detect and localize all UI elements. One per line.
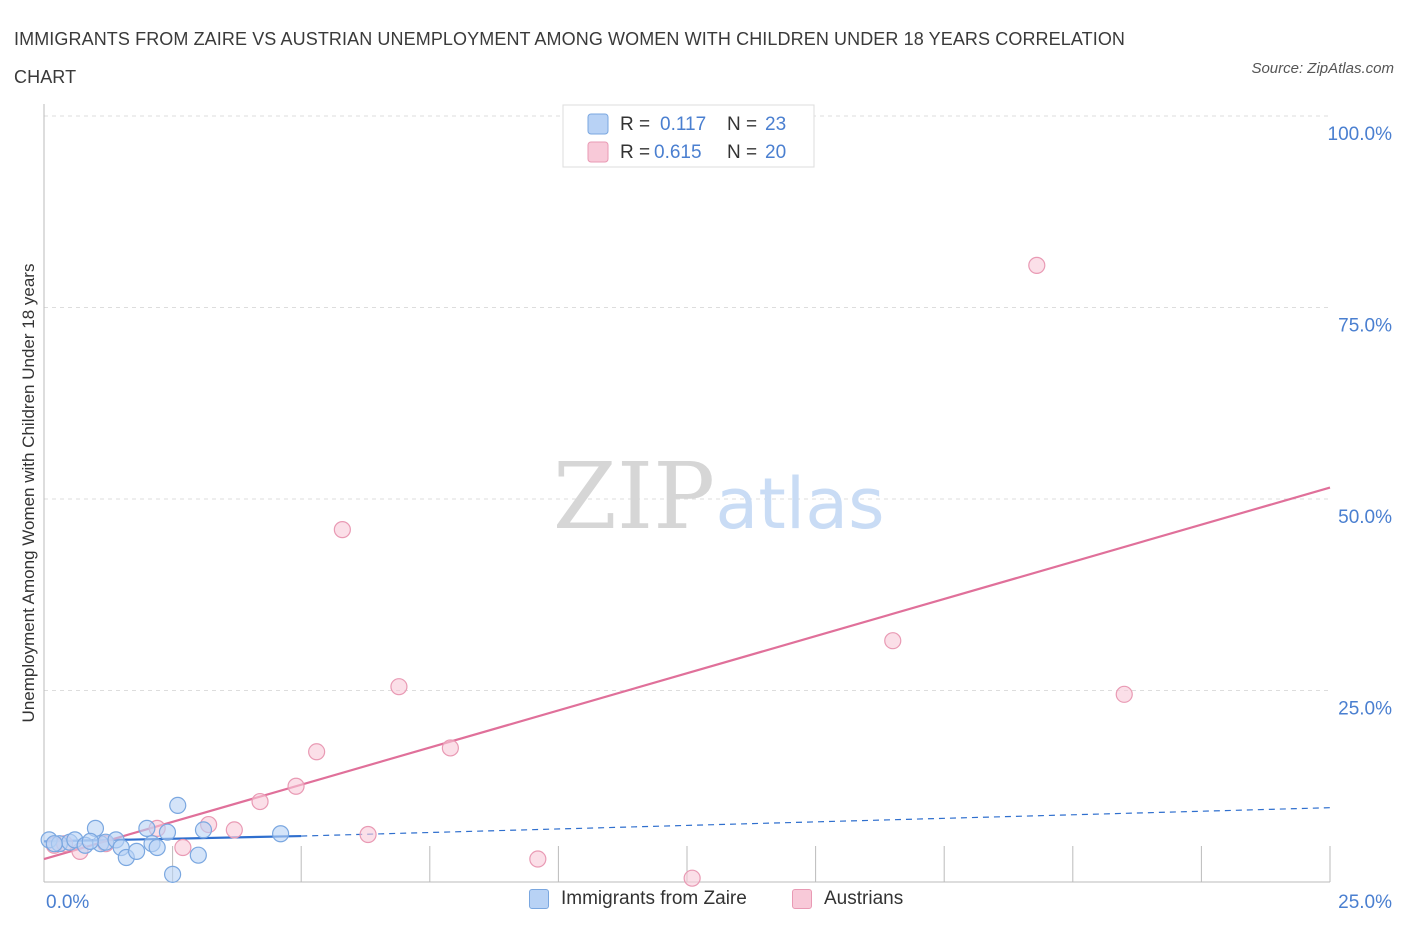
blue-data-point xyxy=(81,832,99,851)
grid-layer xyxy=(44,115,1330,691)
legend-item-zaire[interactable]: Immigrants from Zaire xyxy=(529,888,747,910)
pink-data-point xyxy=(174,838,192,857)
blue-data-point xyxy=(164,865,182,883)
y-tick-label: 50.0% xyxy=(1338,507,1392,528)
legend-top-n-label: N = xyxy=(727,142,757,163)
legend-swatch-pink xyxy=(792,889,812,909)
blue-data-point xyxy=(127,842,146,860)
pink-data-point xyxy=(390,678,408,696)
blue-data-point xyxy=(45,835,63,853)
blue-data-point xyxy=(194,821,213,839)
chart-title: IMMIGRANTS FROM ZAIRE VS AUSTRIAN UNEMPL… xyxy=(14,29,1126,87)
pink-data-point xyxy=(287,777,305,795)
legend-top-n-label: N = xyxy=(727,114,757,135)
pink-data-point xyxy=(529,850,547,868)
y-tick-label: 75.0% xyxy=(1338,316,1392,337)
pink-data-point xyxy=(441,739,459,757)
legend-top-r-value: 0.615 xyxy=(654,142,702,163)
legend-top-swatch-pink xyxy=(587,141,609,163)
pink-data-point xyxy=(225,821,243,839)
blue-data-point xyxy=(169,796,187,815)
legend-top-r-label: R = xyxy=(620,114,650,135)
watermark: ZIP atlas xyxy=(553,443,885,550)
pink-data-point xyxy=(251,792,269,811)
legend-bottom: Immigrants from Zaire Austrians xyxy=(0,888,1406,918)
pink-data-point xyxy=(308,743,326,761)
blue-data-point xyxy=(138,819,156,837)
watermark-atlas: atlas xyxy=(715,463,884,545)
legend-item-austrians[interactable]: Austrians xyxy=(792,888,903,910)
x-tick-label: 25.0% xyxy=(1338,892,1392,913)
y-axis-label: Unemployment Among Women with Children U… xyxy=(19,264,38,723)
legend-top-n-value: 20 xyxy=(765,142,786,163)
blue-data-point xyxy=(148,838,166,857)
legend-top-r-label: R = xyxy=(620,142,650,163)
blue-data-point xyxy=(189,846,207,864)
watermark-zip: ZIP xyxy=(553,443,715,550)
legend-top: R = 0.117 N = 23 R = 0.615 N = 20 xyxy=(562,104,815,168)
pink-data-point xyxy=(1028,256,1046,274)
pink-data-point xyxy=(333,521,351,539)
legend-top-r-value: 0.117 xyxy=(660,114,706,135)
legend-label-zaire: Immigrants from Zaire xyxy=(561,888,747,909)
y-tick-label: 25.0% xyxy=(1338,699,1392,720)
legend-top-n-value: 23 xyxy=(765,114,786,135)
tick-label-layer: 100.0% 75.0% 50.0% 25.0% 0.0% 25.0% xyxy=(46,124,1392,913)
blue-data-point xyxy=(158,823,177,841)
points-layer xyxy=(40,256,1133,887)
x-tick-label: 0.0% xyxy=(46,892,89,913)
legend-swatch-blue xyxy=(529,889,549,909)
blue-data-point xyxy=(272,825,290,843)
pink-data-point xyxy=(359,825,377,844)
y-tick-label: 100.0% xyxy=(1328,124,1393,145)
blue-trend-line-dashed xyxy=(301,807,1331,837)
pink-data-point xyxy=(683,869,701,887)
legend-label-austrians: Austrians xyxy=(824,888,904,909)
legend-top-swatch-blue xyxy=(587,113,609,135)
source-label: Source: ZipAtlas.com xyxy=(1251,60,1394,77)
pink-data-point xyxy=(884,632,902,650)
pink-data-point xyxy=(1115,685,1133,703)
